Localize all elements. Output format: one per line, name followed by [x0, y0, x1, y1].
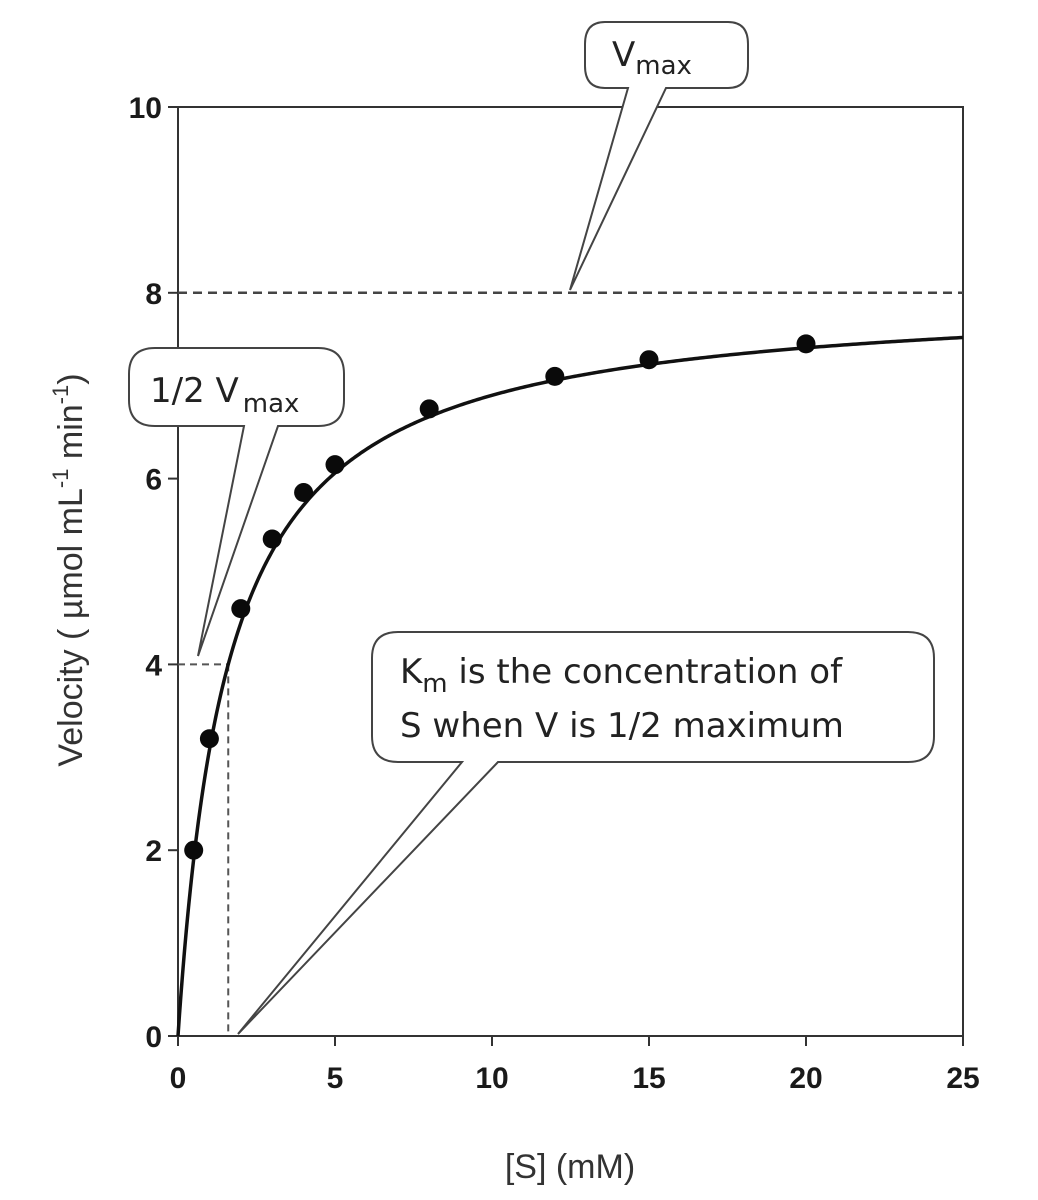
y-tick-label: 6 — [145, 464, 162, 497]
data-point — [545, 366, 565, 386]
y-tick-label: 0 — [145, 1021, 162, 1054]
km-callout-symbol: K — [400, 652, 424, 692]
y-axis-ticks: 0 2 4 6 8 10 — [129, 92, 178, 1054]
x-axis-label: [S] (mM) — [505, 1148, 635, 1186]
x-tick-label: 10 — [475, 1062, 508, 1095]
x-tick-label: 25 — [946, 1062, 979, 1095]
km-callout-line2: S when V is 1/2 maximum — [400, 706, 844, 746]
svg-text:1/2 Vmax: 1/2 Vmax — [150, 371, 299, 419]
plot-frame — [177, 106, 964, 1037]
half-vmax-callout-subscript: max — [243, 389, 300, 419]
y-axis-label-mid: min — [52, 404, 90, 468]
data-point — [231, 599, 251, 619]
data-point — [325, 455, 345, 475]
data-point — [184, 840, 204, 860]
x-tick-label: 5 — [327, 1062, 344, 1095]
vmax-callout: Vmax — [569, 21, 749, 291]
y-tick-label: 8 — [145, 278, 162, 311]
km-callout-subscript: m — [422, 669, 447, 699]
data-point — [796, 334, 816, 354]
y-tick-label: 4 — [145, 649, 162, 682]
data-point — [419, 399, 439, 419]
y-axis-label-main: Velocity ( µmol mL — [52, 488, 90, 766]
vmax-callout-label: V — [612, 35, 635, 75]
svg-text:Vmax: Vmax — [612, 35, 692, 81]
y-tick-label: 10 — [129, 92, 162, 125]
vmax-callout-subscript: max — [635, 51, 692, 81]
half-vmax-callout-label: 1/2 V — [150, 371, 239, 411]
data-point — [199, 729, 219, 749]
x-axis-ticks: 0 5 10 15 20 25 — [170, 1036, 980, 1095]
km-callout-line1: is the concentration of — [448, 652, 843, 692]
svg-text:Km is the concentration of: Km is the concentration of — [400, 652, 843, 699]
data-point — [294, 483, 314, 503]
data-point — [639, 350, 659, 370]
y-tick-label: 2 — [145, 835, 162, 868]
y-axis-label: Velocity ( µmol mL-1 min-1) — [48, 373, 90, 766]
km-callout: Km is the concentration of S when V is 1… — [237, 631, 935, 1035]
y-axis-label-end: ) — [52, 373, 90, 384]
y-axis-label-sup1: -1 — [48, 469, 73, 489]
x-tick-label: 20 — [789, 1062, 822, 1095]
data-points — [184, 334, 816, 860]
x-tick-label: 15 — [632, 1062, 665, 1095]
y-axis-label-sup2: -1 — [48, 385, 73, 405]
data-point — [262, 529, 282, 549]
x-tick-label: 0 — [170, 1062, 187, 1095]
